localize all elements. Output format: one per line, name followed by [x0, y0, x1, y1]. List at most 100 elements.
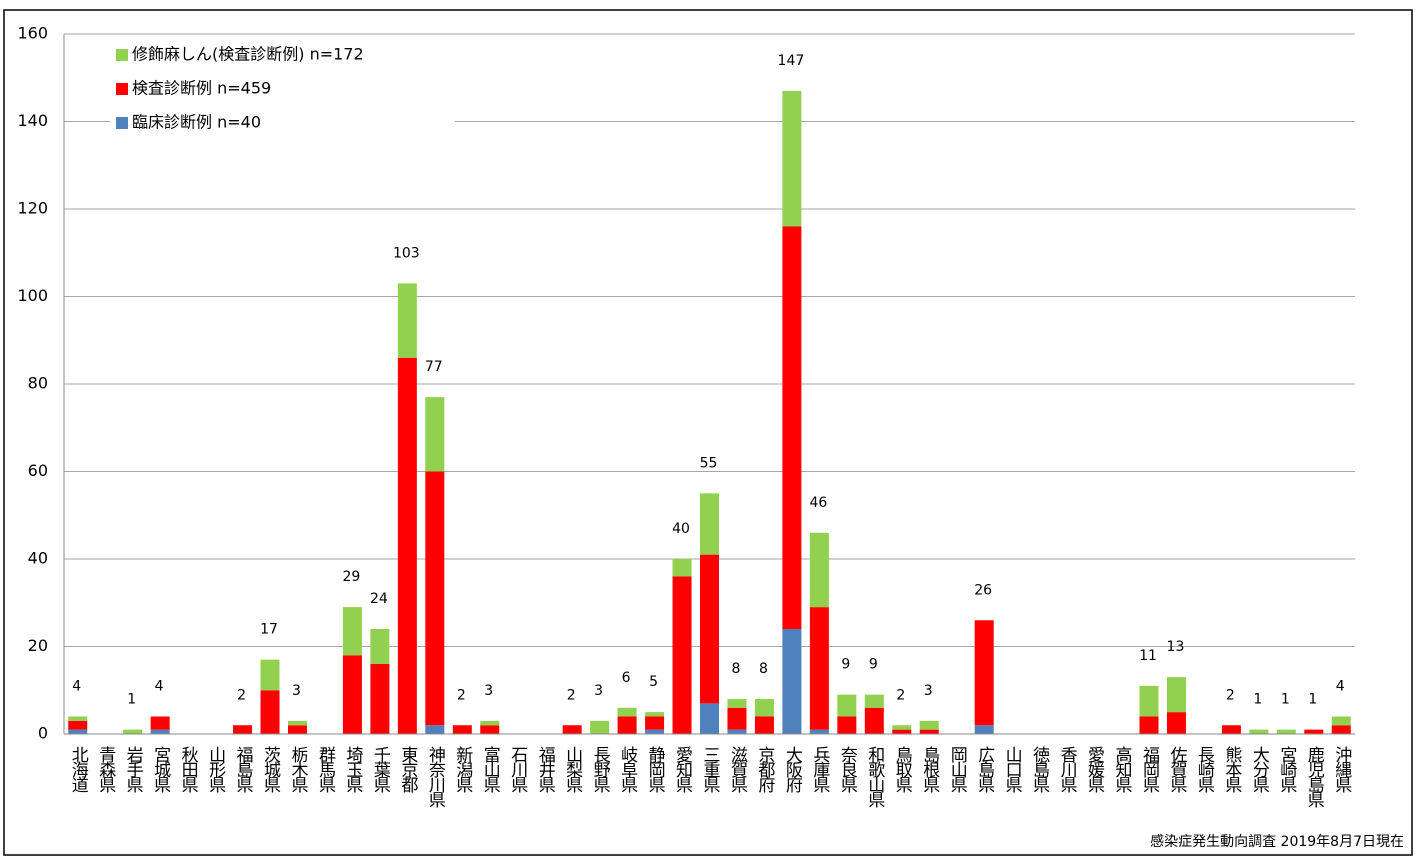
source-note: 感染症発生動向調査 2019年8月7日現在 [1150, 833, 1404, 850]
bar-segment [480, 725, 500, 734]
bar-segment [809, 729, 829, 734]
x-tick-label: 和歌山県 [864, 746, 885, 808]
value-label: 13 [1167, 639, 1185, 655]
x-tick-label: 長野県 [590, 746, 611, 793]
bar-segment [672, 559, 692, 577]
value-label: 2 [457, 687, 466, 703]
x-tick-label: 群馬県 [315, 746, 336, 793]
value-label: 9 [869, 657, 878, 673]
bar-segment [700, 493, 719, 555]
x-tick-label: 千葉県 [370, 746, 391, 793]
bar-segment [645, 712, 665, 717]
bar-segment [287, 720, 307, 726]
bar-segment [1331, 716, 1351, 726]
value-label: 29 [343, 569, 361, 585]
bar-segment [1331, 725, 1351, 734]
y-tick-label: 20 [28, 636, 48, 655]
x-tick-label: 東京都 [397, 746, 418, 793]
bar-segment [123, 729, 143, 734]
bar-segment [700, 554, 719, 704]
value-label: 17 [260, 622, 278, 638]
x-tick-label: 富山県 [480, 746, 501, 793]
bar-segment [919, 720, 939, 730]
bar-segment [397, 357, 417, 734]
bar-segment [233, 725, 253, 734]
bar-segment [617, 707, 637, 717]
x-tick-label: 宮崎県 [1276, 746, 1297, 793]
x-tick-label: 京都府 [754, 746, 775, 794]
x-tick-label: 愛媛県 [1084, 746, 1105, 793]
x-tick-label: 秋田県 [178, 746, 199, 793]
x-tick-label: 福井県 [535, 746, 556, 793]
x-tick-label: 神奈川県 [425, 746, 446, 808]
value-label: 3 [594, 683, 603, 699]
x-tick-label: 山形県 [205, 746, 226, 793]
legend-label: 臨床診断例 n=40 [132, 113, 261, 132]
x-tick-label: 鳥取県 [892, 746, 913, 793]
value-label: 2 [1226, 687, 1235, 703]
x-tick-label: 広島県 [974, 746, 995, 793]
bar-segment [260, 659, 280, 691]
x-tick-label: 兵庫県 [809, 746, 830, 793]
value-label: 2 [237, 687, 246, 703]
bar-segment [837, 716, 857, 734]
legend-box [110, 38, 455, 146]
x-tick-label: 大分県 [1249, 746, 1270, 793]
bar-segment [425, 471, 445, 726]
bar-segment [1139, 685, 1159, 717]
value-label: 46 [809, 495, 827, 511]
bar-segment [864, 707, 884, 734]
value-label: 1 [1253, 692, 1262, 708]
value-label: 3 [484, 683, 493, 699]
y-tick-label: 100 [17, 286, 48, 305]
value-label: 8 [732, 661, 741, 677]
bar-segment [562, 725, 582, 734]
bar-segment [754, 699, 774, 717]
x-tick-label: 岩手県 [123, 746, 144, 793]
bar-segment [672, 576, 692, 734]
bar-segment [370, 629, 390, 664]
bar-segment [809, 607, 829, 730]
bar-segment [260, 690, 280, 734]
bar-segment [782, 629, 802, 734]
value-label: 77 [425, 359, 443, 375]
bar-segment [645, 729, 665, 734]
x-tick-label: 新潟県 [452, 746, 473, 793]
y-tick-label: 60 [28, 461, 48, 480]
value-label: 1 [1281, 692, 1290, 708]
x-tick-label: 徳島県 [1029, 746, 1050, 793]
x-tick-label: 福島県 [233, 746, 254, 793]
value-label: 8 [759, 661, 768, 677]
bar-segment [1304, 729, 1324, 734]
legend-swatch [116, 117, 128, 129]
bar-segment [452, 725, 472, 734]
bar-segment [480, 720, 500, 726]
bar-segment [287, 725, 307, 734]
y-tick-label: 120 [17, 199, 48, 218]
x-tick-label: 長崎県 [1194, 746, 1215, 793]
x-tick-label: 石川県 [507, 746, 528, 793]
x-tick-label: 茨城県 [260, 746, 281, 793]
x-tick-label: 熊本県 [1221, 746, 1242, 793]
value-label: 9 [841, 657, 850, 673]
legend-swatch [116, 83, 128, 95]
value-label: 1 [1308, 692, 1317, 708]
bar-segment [150, 716, 170, 730]
x-tick-label: 滋賀県 [727, 746, 748, 793]
value-label: 6 [622, 670, 631, 686]
value-label: 40 [672, 521, 690, 537]
bar-segment [1166, 712, 1186, 734]
value-label: 4 [1336, 679, 1345, 695]
x-tick-label: 岡山県 [947, 746, 968, 793]
bar-segment [590, 720, 610, 734]
bar-segment [397, 283, 417, 358]
bar-segment [727, 699, 747, 708]
value-label: 5 [649, 674, 658, 690]
x-tick-label: 青森県 [95, 746, 116, 793]
y-tick-label: 0 [38, 724, 48, 743]
x-tick-label: 佐賀県 [1166, 746, 1187, 793]
y-tick-label: 40 [28, 549, 48, 568]
bar-segment [68, 716, 88, 721]
bar-segment [342, 655, 362, 734]
x-tick-label: 山口県 [1002, 746, 1023, 793]
